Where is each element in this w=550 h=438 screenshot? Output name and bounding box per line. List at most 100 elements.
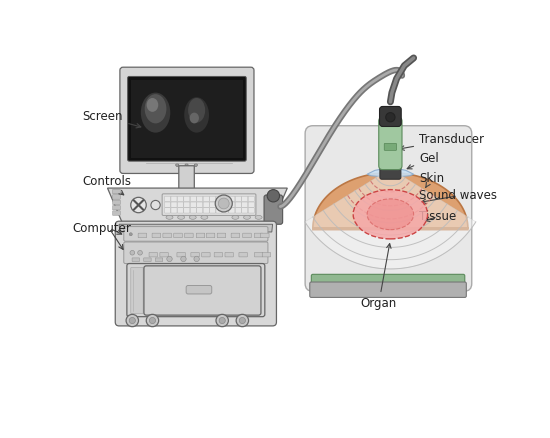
FancyBboxPatch shape [311,274,465,286]
FancyBboxPatch shape [178,208,184,213]
Circle shape [216,314,228,327]
FancyBboxPatch shape [384,143,397,150]
FancyBboxPatch shape [132,258,140,261]
FancyBboxPatch shape [124,242,268,264]
Circle shape [215,195,232,212]
Circle shape [151,201,160,210]
FancyBboxPatch shape [185,233,193,238]
FancyBboxPatch shape [190,208,196,213]
Ellipse shape [244,215,250,219]
FancyBboxPatch shape [222,196,228,201]
Text: Tissue: Tissue [419,210,456,223]
FancyBboxPatch shape [190,202,196,207]
FancyBboxPatch shape [380,163,401,179]
FancyBboxPatch shape [152,233,161,238]
FancyBboxPatch shape [262,252,271,257]
Ellipse shape [255,215,262,219]
FancyBboxPatch shape [255,252,263,257]
FancyBboxPatch shape [164,196,170,201]
Circle shape [219,318,225,324]
Ellipse shape [201,215,208,219]
Text: Controls: Controls [82,176,131,195]
Circle shape [167,256,172,261]
FancyBboxPatch shape [202,252,210,257]
Ellipse shape [188,98,205,123]
FancyBboxPatch shape [178,202,184,207]
FancyBboxPatch shape [171,196,177,201]
Circle shape [175,163,179,166]
Polygon shape [107,188,287,228]
FancyBboxPatch shape [113,211,120,215]
Circle shape [131,198,146,213]
FancyBboxPatch shape [248,196,254,201]
Circle shape [218,198,229,209]
FancyBboxPatch shape [229,208,235,213]
FancyBboxPatch shape [171,208,177,213]
FancyBboxPatch shape [131,267,143,314]
FancyBboxPatch shape [242,202,248,207]
Ellipse shape [190,113,199,124]
Circle shape [185,163,188,166]
FancyBboxPatch shape [113,200,120,205]
FancyBboxPatch shape [203,202,209,207]
FancyBboxPatch shape [124,226,268,241]
Polygon shape [367,169,414,177]
FancyBboxPatch shape [184,196,190,201]
Circle shape [150,318,156,324]
FancyBboxPatch shape [144,266,261,315]
FancyBboxPatch shape [191,252,199,257]
FancyBboxPatch shape [239,252,248,257]
FancyBboxPatch shape [160,252,168,257]
FancyBboxPatch shape [138,233,147,238]
FancyBboxPatch shape [254,233,263,238]
Ellipse shape [147,98,158,112]
Circle shape [129,318,135,324]
FancyBboxPatch shape [229,196,235,201]
Text: Transducer: Transducer [400,133,484,150]
FancyBboxPatch shape [164,202,170,207]
FancyBboxPatch shape [214,252,223,257]
FancyBboxPatch shape [128,76,246,161]
Ellipse shape [189,215,196,219]
Ellipse shape [141,92,170,133]
FancyBboxPatch shape [190,196,196,201]
FancyBboxPatch shape [113,205,120,210]
FancyBboxPatch shape [264,195,283,224]
FancyBboxPatch shape [184,202,190,207]
Wedge shape [305,169,476,269]
FancyBboxPatch shape [197,202,203,207]
FancyBboxPatch shape [305,126,472,291]
FancyBboxPatch shape [216,196,222,201]
FancyBboxPatch shape [178,196,184,201]
FancyBboxPatch shape [225,252,233,257]
Circle shape [146,314,158,327]
Ellipse shape [367,199,414,230]
FancyBboxPatch shape [179,166,194,189]
FancyBboxPatch shape [177,252,185,257]
FancyBboxPatch shape [186,286,212,294]
FancyBboxPatch shape [248,202,254,207]
Circle shape [181,256,186,261]
FancyBboxPatch shape [113,189,120,194]
FancyBboxPatch shape [144,258,151,261]
Text: Computer: Computer [73,222,131,235]
FancyBboxPatch shape [379,106,401,127]
FancyBboxPatch shape [163,233,172,238]
Ellipse shape [184,97,209,133]
FancyBboxPatch shape [116,221,277,326]
Circle shape [194,256,199,261]
Ellipse shape [145,94,167,124]
FancyBboxPatch shape [210,196,216,201]
FancyBboxPatch shape [206,233,215,238]
Text: Sound waves: Sound waves [419,189,497,204]
FancyBboxPatch shape [197,196,203,201]
FancyBboxPatch shape [235,208,241,213]
FancyBboxPatch shape [210,202,216,207]
FancyBboxPatch shape [203,208,209,213]
Text: Skin: Skin [419,172,444,187]
FancyBboxPatch shape [131,80,243,158]
Circle shape [236,314,249,327]
FancyBboxPatch shape [243,233,251,238]
Circle shape [129,233,133,236]
FancyBboxPatch shape [171,202,177,207]
